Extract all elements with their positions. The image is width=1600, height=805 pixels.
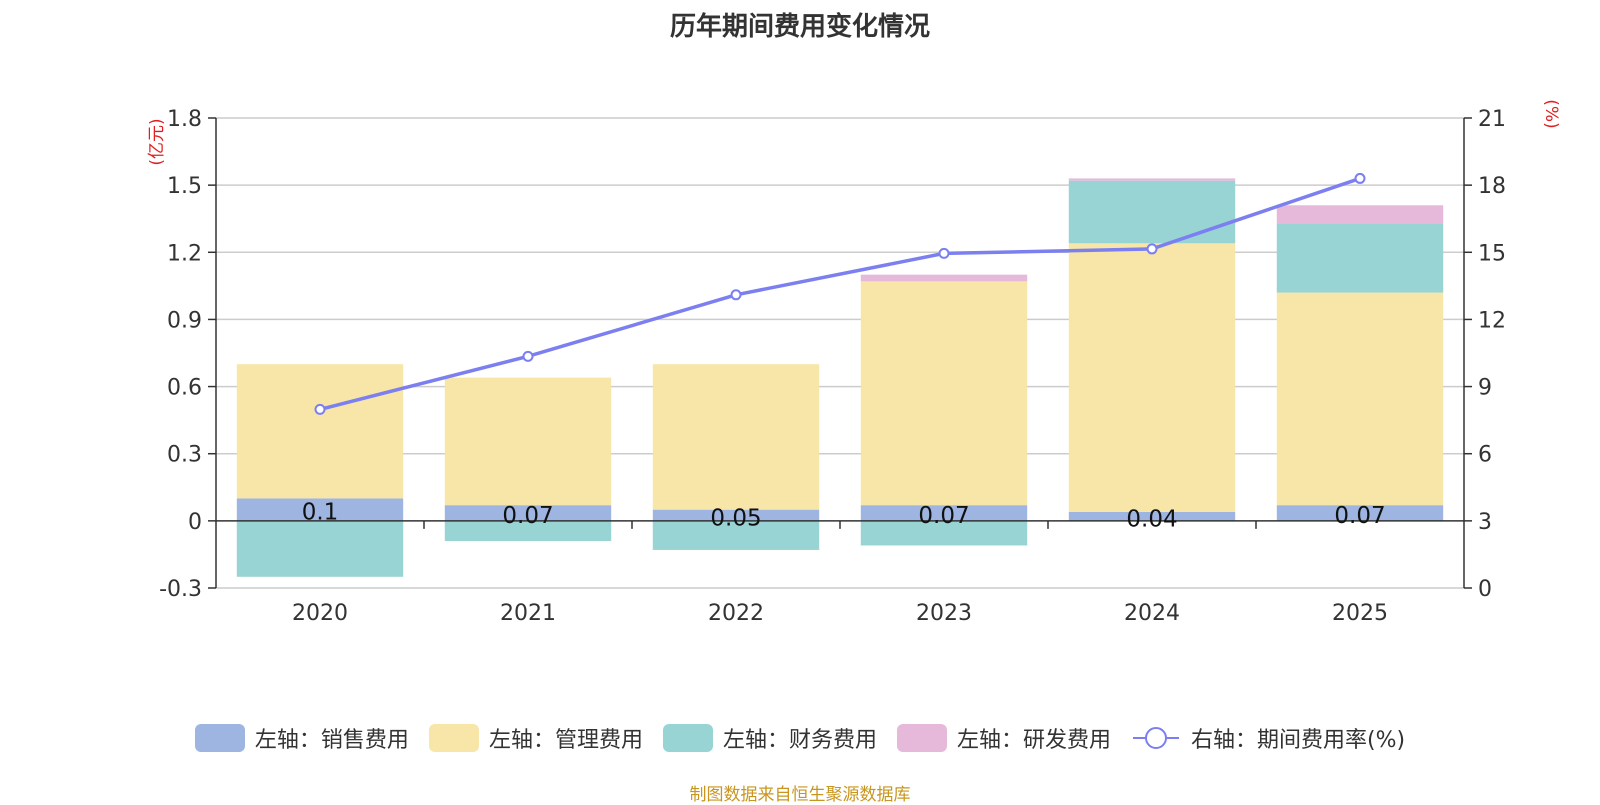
bar-segment bbox=[652, 520, 820, 550]
x-axis-tick-label: 2023 bbox=[916, 601, 972, 626]
data-label-sales: 0.07 bbox=[1334, 503, 1385, 529]
bar-segment bbox=[1068, 511, 1236, 521]
data-labels: 0.1 0.07 0.05 0.07 0.04 0.07 bbox=[302, 500, 1386, 533]
left-axis-tick-label: 1.8 bbox=[167, 107, 202, 132]
left-axis-tick-label: 0.6 bbox=[167, 376, 202, 401]
data-label-sales: 0.07 bbox=[918, 503, 969, 529]
axes: -0.3 0 0.3 0.6 0.9 1.2 1.5 1.8 0 3 6 9 12 15 18 21 (亿元) (… bbox=[147, 99, 1561, 626]
right-axis-tick-label: 9 bbox=[1478, 376, 1492, 401]
legend-label-sales: 左轴：销售费用 bbox=[254, 728, 409, 753]
bar-segment bbox=[444, 505, 612, 521]
bar-segment bbox=[1276, 205, 1444, 224]
right-axis-tick-label: 3 bbox=[1478, 510, 1492, 535]
data-source-note: 制图数据来自恒生聚源数据库 bbox=[689, 785, 911, 805]
bar-segment bbox=[652, 364, 820, 510]
left-axis-tick-label: -0.3 bbox=[159, 577, 202, 602]
legend-item-rate[interactable]: 右轴：期间费用率(%) bbox=[1131, 722, 1405, 754]
right-axis-tick-label: 0 bbox=[1478, 577, 1492, 602]
bar-segment bbox=[444, 377, 612, 506]
legend-swatch-sales bbox=[194, 724, 245, 752]
rate-point bbox=[1146, 243, 1158, 255]
legend-item-sales[interactable]: 左轴：销售费用 bbox=[194, 722, 409, 754]
bar-segment bbox=[1276, 292, 1444, 506]
bar-segment bbox=[860, 505, 1028, 521]
x-axis-tick-label: 2021 bbox=[500, 601, 556, 626]
bar-segment bbox=[1276, 505, 1444, 521]
data-label-sales: 0.1 bbox=[302, 500, 339, 526]
right-axis-tick-label: 18 bbox=[1478, 174, 1506, 199]
bar-segment bbox=[236, 364, 404, 499]
bar-segment bbox=[1068, 243, 1236, 512]
rate-point bbox=[522, 350, 534, 362]
data-label-sales: 0.05 bbox=[710, 505, 761, 531]
x-axis-tick-label: 2024 bbox=[1124, 601, 1180, 626]
left-axis-unit-label: (亿元) bbox=[147, 118, 167, 165]
rate-point bbox=[938, 247, 950, 259]
legend-swatch-rnd bbox=[896, 724, 947, 752]
data-label-sales: 0.07 bbox=[502, 503, 553, 529]
right-axis-tick-label: 6 bbox=[1478, 443, 1492, 468]
line-series bbox=[314, 172, 1366, 415]
rate-point bbox=[314, 403, 326, 415]
bar-segment bbox=[652, 509, 820, 521]
legend-swatch-finance bbox=[662, 724, 713, 752]
legend-line-swatch-icon bbox=[1132, 727, 1179, 749]
legend-item-rnd[interactable]: 左轴：研发费用 bbox=[896, 722, 1111, 754]
legend-label-rate: 右轴：期间费用率(%) bbox=[1190, 728, 1406, 753]
bar-segment bbox=[1068, 180, 1236, 244]
rate-point bbox=[730, 289, 742, 301]
left-axis-tick-label: 0.9 bbox=[167, 308, 202, 333]
rate-point bbox=[1354, 172, 1366, 184]
right-axis-tick-label: 12 bbox=[1478, 308, 1506, 333]
chart-title: 历年期间费用变化情况 bbox=[669, 12, 930, 42]
bar-segment bbox=[1276, 223, 1444, 293]
legend-label-finance: 左轴：财务费用 bbox=[722, 728, 877, 753]
grid-lines bbox=[216, 117, 1464, 589]
legend-item-admin[interactable]: 左轴：管理费用 bbox=[428, 722, 643, 754]
data-label-sales: 0.04 bbox=[1126, 506, 1177, 532]
rate-line bbox=[319, 176, 1361, 412]
left-axis-tick-label: 1.2 bbox=[167, 241, 202, 266]
x-axis-tick-label: 2020 bbox=[292, 601, 348, 626]
legend-swatch-admin bbox=[428, 724, 479, 752]
legend-item-finance[interactable]: 左轴：财务费用 bbox=[662, 722, 877, 754]
x-axis-tick-label: 2025 bbox=[1332, 601, 1388, 626]
x-axis-tick-label: 2022 bbox=[708, 601, 764, 626]
bar-segment bbox=[860, 274, 1028, 282]
legend: 左轴：销售费用 左轴：管理费用 左轴：财务费用 左轴：研发费用 右轴：期间费用率… bbox=[0, 722, 1600, 754]
right-axis-tick-label: 15 bbox=[1478, 241, 1506, 266]
legend-label-rnd: 左轴：研发费用 bbox=[956, 728, 1111, 753]
left-axis-tick-label: 0.3 bbox=[167, 443, 202, 468]
bar-segment bbox=[1068, 178, 1236, 181]
chart-canvas: -0.3 0 0.3 0.6 0.9 1.2 1.5 1.8 0 3 6 9 12 15 18 21 (亿元) (… bbox=[147, 99, 1561, 626]
left-axis-tick-label: 0 bbox=[188, 510, 202, 535]
bar-series bbox=[236, 178, 1444, 577]
bar-segment bbox=[236, 498, 404, 521]
bar-segment bbox=[444, 520, 612, 541]
right-axis-unit-label: (%) bbox=[1541, 99, 1561, 128]
bar-segment bbox=[860, 520, 1028, 546]
right-axis-tick-label: 21 bbox=[1478, 107, 1506, 132]
legend-label-admin: 左轴：管理费用 bbox=[488, 728, 643, 753]
left-axis-tick-label: 1.5 bbox=[167, 174, 202, 199]
bar-segment bbox=[860, 281, 1028, 506]
bar-segment bbox=[236, 520, 404, 577]
